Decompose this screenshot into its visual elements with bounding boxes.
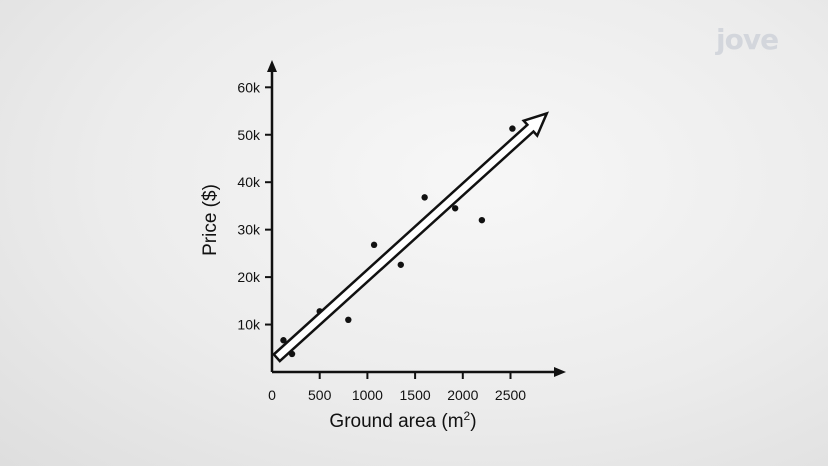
data-point [421,194,428,201]
x-axis-title: Ground area (m2) [329,409,476,432]
y-axis-arrowhead [267,60,277,72]
data-point [478,216,486,224]
y-axis-ticks: 10k 20k 30k 40k 50k 60k [237,79,272,333]
x-axis-title-suffix: ) [470,411,476,432]
x-axis-arrowhead [554,367,566,377]
x-axis-ticks: 0 500 1000 1500 2000 2500 [268,372,526,403]
data-point [370,241,378,249]
data-point [345,316,352,324]
data-point [280,337,287,344]
trend-arrow-group [272,111,550,363]
x-tick-label: 0 [268,387,276,403]
x-tick-label: 2500 [495,387,526,403]
y-tick-label: 60k [237,79,261,95]
x-tick-label: 1500 [400,387,431,403]
x-tick-label: 2000 [447,387,478,403]
y-tick-label: 50k [237,127,261,143]
data-point [451,205,459,212]
y-tick-label: 30k [237,222,261,238]
y-tick-label: 20k [237,269,261,285]
y-tick-label: 40k [237,174,261,190]
jove-logo: jove [716,23,779,56]
data-point [509,125,516,132]
x-axis-title-superscript: 2 [464,409,471,423]
y-tick-label: 10k [237,317,261,333]
x-tick-label: 1000 [352,387,383,403]
y-axis-title: Price ($) [200,184,221,256]
x-axis-title-main: Ground area (m [329,411,463,432]
trend-arrow [272,111,550,363]
x-tick-label: 500 [308,387,332,403]
data-point [397,261,404,268]
